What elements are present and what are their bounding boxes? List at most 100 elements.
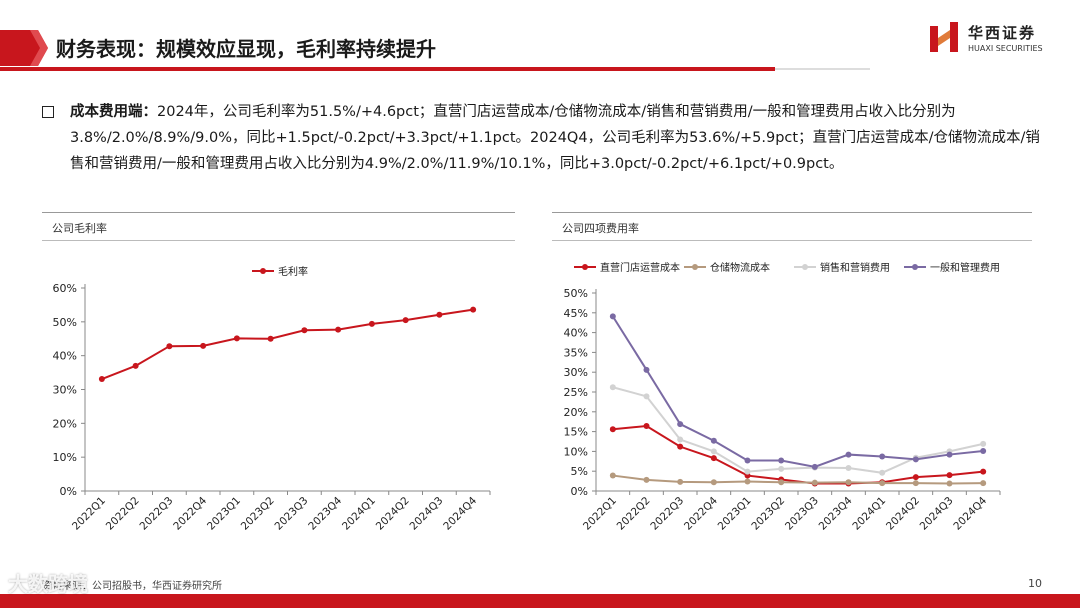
data-point — [778, 457, 785, 464]
x-tick-label: 2024Q4 — [951, 494, 989, 532]
left-panel-title-rule — [42, 240, 515, 241]
data-point — [778, 465, 785, 472]
page-number: 10 — [1028, 577, 1042, 590]
company-logo: 华西证券 HUAXI SECURITIES — [928, 20, 1068, 60]
x-tick-label: 2024Q2 — [884, 495, 922, 533]
data-point — [710, 448, 717, 455]
legend-swatch-marker — [802, 264, 808, 270]
data-point — [470, 306, 477, 313]
data-point — [980, 440, 987, 447]
watermark: 大数跨境 — [8, 572, 88, 596]
data-point — [879, 480, 886, 487]
y-tick-label: 35% — [564, 346, 588, 359]
data-point — [744, 457, 751, 464]
x-tick-label: 2023Q4 — [306, 494, 344, 532]
data-point — [98, 376, 105, 383]
legend-swatch-marker — [912, 264, 918, 270]
data-point — [710, 437, 717, 444]
data-point — [946, 472, 953, 479]
data-point — [677, 436, 684, 443]
legend-label: 销售和营销费用 — [820, 261, 890, 274]
data-point — [744, 468, 751, 475]
x-tick-label: 2022Q4 — [682, 494, 720, 532]
x-tick-label: 2023Q3 — [273, 495, 311, 533]
header-underline-gray — [775, 68, 870, 70]
y-tick-label: 10% — [53, 451, 77, 464]
logo-en-text: HUAXI SECURITIES — [968, 44, 1043, 53]
data-point — [233, 335, 240, 342]
paragraph-lead: 成本费用端： — [70, 104, 157, 120]
data-point — [946, 451, 953, 458]
data-point — [677, 443, 684, 450]
y-tick-label: 0% — [571, 485, 588, 498]
legend-swatch-marker — [260, 268, 266, 274]
data-point — [980, 448, 987, 455]
data-point — [912, 456, 919, 463]
data-point — [436, 311, 443, 318]
left-panel-top-rule — [42, 212, 515, 213]
data-point — [845, 465, 852, 472]
y-tick-label: 0% — [60, 485, 77, 498]
right-panel-title-rule — [552, 240, 1032, 241]
x-tick-label: 2023Q2 — [749, 495, 787, 533]
data-point — [166, 343, 173, 350]
logo-cn-text: 华西证券 — [968, 24, 1037, 42]
data-point — [132, 362, 139, 369]
footer-bar — [0, 594, 1080, 608]
header-accent-shape — [0, 30, 48, 66]
right-panel-title: 公司四项费用率 — [562, 222, 639, 235]
data-point — [879, 469, 886, 476]
legend-swatch-marker — [692, 264, 698, 270]
y-tick-label: 20% — [564, 406, 588, 419]
source-note: 资料来源：公司招股书，华西证券研究所 — [42, 581, 222, 592]
data-point — [778, 479, 785, 486]
data-point — [402, 317, 409, 324]
y-tick-label: 10% — [564, 445, 588, 458]
data-point — [335, 326, 342, 333]
header-underline — [0, 67, 775, 71]
x-tick-label: 2024Q3 — [918, 495, 956, 533]
y-tick-label: 60% — [53, 282, 77, 295]
x-tick-label: 2023Q4 — [817, 494, 855, 532]
y-tick-label: 40% — [53, 350, 77, 363]
x-tick-label: 2023Q1 — [205, 495, 243, 533]
x-tick-label: 2022Q4 — [171, 494, 209, 532]
x-tick-label: 2022Q2 — [615, 495, 653, 533]
logo-mark-icon — [930, 22, 958, 52]
data-point — [811, 463, 818, 470]
data-point — [912, 480, 919, 487]
data-point — [643, 393, 650, 400]
paragraph-body: 2024年，公司毛利率为51.5%/+4.6pct；直营门店运营成本/仓储物流成… — [70, 104, 1040, 172]
right-panel-top-rule — [552, 212, 1032, 213]
data-point — [368, 320, 375, 327]
gross-margin-chart: 0%10%20%30%40%50%60%2022Q12022Q22022Q320… — [53, 265, 491, 533]
y-tick-label: 25% — [564, 386, 588, 399]
data-point — [643, 423, 650, 430]
data-point — [677, 478, 684, 485]
legend-label: 一般和管理费用 — [930, 261, 1000, 274]
data-point — [845, 479, 852, 486]
data-point — [609, 313, 616, 320]
data-point — [609, 472, 616, 479]
series-line — [611, 315, 984, 468]
data-point — [980, 468, 987, 475]
x-tick-label: 2024Q4 — [441, 494, 479, 532]
series-line — [612, 386, 984, 474]
legend-label: 毛利率 — [278, 265, 308, 278]
data-point — [710, 455, 717, 462]
data-point — [912, 474, 919, 481]
data-point — [643, 476, 650, 483]
x-tick-label: 2022Q1 — [581, 495, 619, 533]
x-tick-label: 2023Q2 — [239, 495, 277, 533]
y-tick-label: 40% — [564, 327, 588, 340]
x-tick-label: 2022Q3 — [648, 495, 686, 533]
data-point — [643, 366, 650, 373]
page-title: 财务表现：规模效应显现，毛利率持续提升 — [56, 37, 436, 61]
y-tick-label: 50% — [564, 287, 588, 300]
data-point — [744, 478, 751, 485]
x-tick-label: 2024Q1 — [850, 495, 888, 533]
y-tick-label: 15% — [564, 426, 588, 439]
data-point — [677, 421, 684, 428]
expense-ratio-chart: 0%5%10%15%20%25%30%35%40%45%50%2022Q1202… — [564, 261, 1001, 533]
data-point — [845, 451, 852, 458]
